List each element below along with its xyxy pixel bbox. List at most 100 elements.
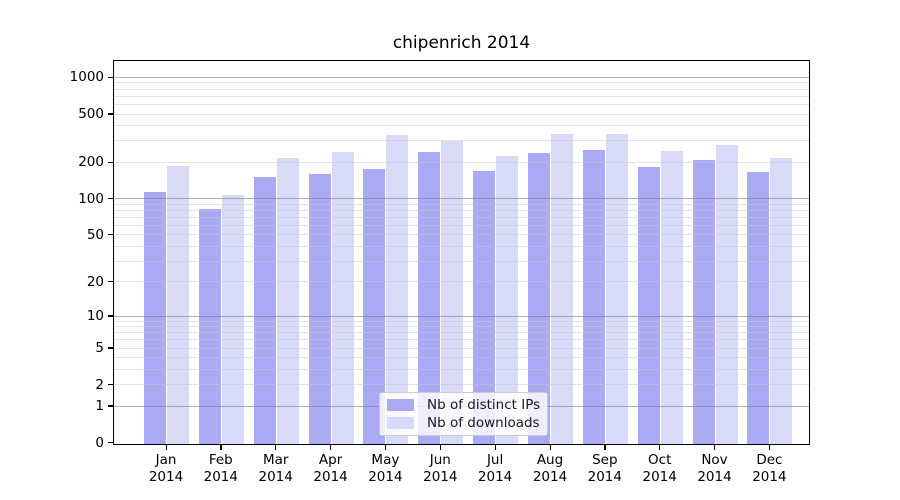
- gridline-minor-500: [114, 113, 809, 115]
- y-tick-label-500: 500: [78, 105, 104, 122]
- x-tick-label-mar: Mar 2014: [258, 452, 293, 485]
- bar-downloads-oct: [660, 151, 683, 444]
- gridline-minor-5: [114, 347, 809, 349]
- gridline-minor-3: [114, 369, 809, 370]
- bar-ips-dec: [747, 171, 770, 444]
- chart-title: chipenrich 2014: [392, 33, 531, 53]
- gridline-minor-2: [114, 384, 809, 386]
- gridline-minor-20: [114, 281, 809, 283]
- y-tick-20: [108, 281, 113, 283]
- x-tick-sep: [604, 445, 606, 450]
- x-tick-label-nov: Nov 2014: [697, 452, 732, 485]
- x-tick-dec: [768, 445, 771, 450]
- x-tick-label-dec: Dec 2014: [752, 452, 787, 485]
- x-tick-mar: [275, 445, 277, 450]
- bar-ips-oct: [637, 166, 660, 444]
- y-tick-200: [108, 161, 113, 163]
- x-tick-feb: [220, 445, 222, 450]
- x-tick-label-jul: Jul 2014: [477, 452, 513, 485]
- x-tick-label-feb: Feb 2014: [203, 452, 238, 485]
- gridline-minor-400: [114, 125, 809, 127]
- gridline-minor-600: [114, 103, 809, 105]
- gridline-minor-6: [114, 339, 809, 341]
- legend-item-distinct-ips: Nb of distinct IPs: [387, 397, 540, 413]
- x-tick-jul: [494, 445, 496, 450]
- bar-ips-mar: [253, 177, 276, 444]
- gridline-minor-40: [114, 245, 809, 247]
- x-tick-aug: [549, 445, 551, 450]
- y-tick-label-50: 50: [86, 226, 104, 243]
- gridline-minor-70: [114, 216, 809, 218]
- gridline-major-100: [114, 198, 809, 200]
- bar-downloads-feb: [221, 194, 244, 444]
- gridline-minor-9: [114, 320, 809, 322]
- x-tick-label-apr: Apr 2014: [313, 452, 348, 485]
- y-tick-label-1000: 1000: [69, 69, 104, 86]
- bar-ips-nov: [692, 160, 715, 444]
- legend-label-downloads: Nb of downloads: [427, 414, 540, 431]
- x-tick-label-oct: Oct 2014: [642, 452, 677, 485]
- legend: Nb of distinct IPs Nb of downloads: [379, 392, 548, 436]
- y-tick-label-5: 5: [95, 339, 104, 356]
- bar-downloads-sep: [605, 133, 628, 444]
- y-tick-label-10: 10: [86, 307, 104, 324]
- bar-downloads-aug: [550, 133, 573, 444]
- bar-downloads-apr: [331, 151, 354, 444]
- gridline-minor-90: [114, 203, 809, 205]
- bar-ips-jan: [144, 192, 166, 444]
- gridline-minor-900: [114, 82, 809, 84]
- y-tick-1000: [108, 76, 113, 78]
- legend-label-distinct-ips: Nb of distinct IPs: [427, 397, 541, 414]
- gridline-minor-200: [114, 161, 809, 163]
- x-tick-may: [384, 445, 387, 450]
- gridline-major-1000: [114, 76, 809, 78]
- y-tick-100: [108, 198, 113, 200]
- bar-ips-may: [363, 168, 386, 444]
- x-tick-label-jan: Jan 2014: [148, 452, 184, 485]
- bar-downloads-jan: [167, 166, 189, 444]
- x-tick-label-may: May 2014: [368, 452, 403, 485]
- y-tick-2: [108, 384, 113, 386]
- plot-area: [113, 60, 810, 445]
- x-tick-jan: [165, 445, 167, 450]
- bar-downloads-mar: [276, 158, 299, 444]
- y-tick-label-200: 200: [78, 154, 104, 171]
- gridline-minor-80: [114, 209, 809, 211]
- bar-ips-jun: [418, 151, 441, 444]
- gridline-minor-30: [114, 260, 809, 262]
- gridline-minor-300: [114, 140, 809, 142]
- x-tick-apr: [330, 445, 332, 450]
- bar-downloads-dec: [770, 157, 793, 444]
- y-tick-label-0: 0: [95, 434, 104, 451]
- bar-downloads-nov: [715, 144, 738, 444]
- gridline-minor-700: [114, 95, 809, 97]
- y-tick-50: [108, 234, 113, 236]
- y-tick-label-20: 20: [86, 273, 104, 290]
- x-tick-label-aug: Aug 2014: [532, 452, 568, 485]
- x-tick-label-jun: Jun 2014: [423, 452, 458, 485]
- x-tick-label-sep: Sep 2014: [587, 452, 622, 485]
- legend-item-downloads: Nb of downloads: [387, 415, 540, 431]
- x-tick-oct: [659, 445, 661, 450]
- legend-swatch-distinct-ips: [387, 399, 414, 412]
- gridline-minor-800: [114, 88, 809, 90]
- gridline-minor-8: [114, 326, 809, 328]
- y-tick-1: [108, 405, 113, 407]
- bar-downloads-may: [386, 135, 409, 444]
- y-tick-label-100: 100: [78, 190, 104, 207]
- y-tick-label-2: 2: [95, 376, 104, 393]
- gridline-minor-7: [114, 332, 809, 334]
- gridline-minor-60: [114, 224, 809, 226]
- legend-swatch-downloads: [387, 416, 414, 429]
- y-tick-0: [108, 442, 113, 444]
- y-tick-5: [108, 347, 113, 349]
- gridline-major-10: [114, 315, 809, 317]
- bar-ips-sep: [582, 149, 605, 444]
- y-tick-500: [108, 113, 113, 115]
- bar-ips-apr: [308, 173, 331, 444]
- bar-downloads-jun: [441, 141, 464, 444]
- x-tick-jun: [439, 445, 442, 450]
- y-tick-label-1: 1: [95, 397, 104, 414]
- gridline-minor-4: [114, 357, 809, 359]
